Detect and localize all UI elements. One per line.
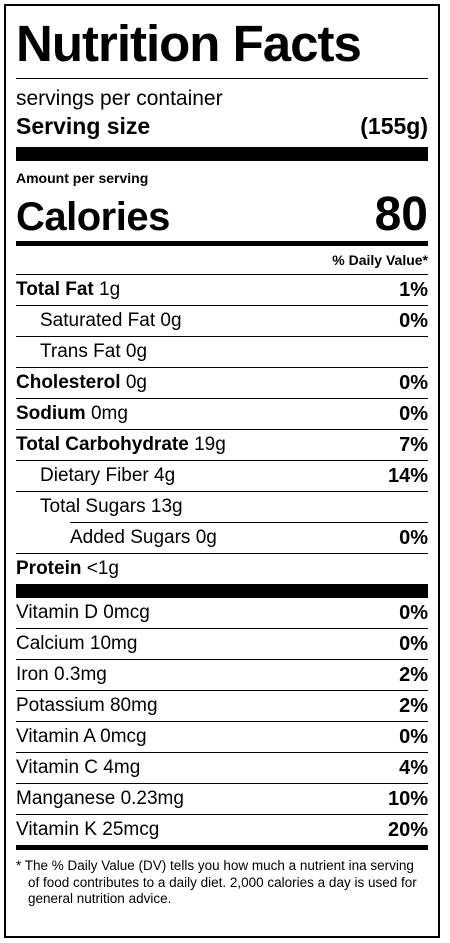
nutrient-dv: 14% bbox=[387, 464, 428, 487]
nutrient-amount: <1g bbox=[86, 558, 119, 579]
nutrient-row-cholesterol: Cholesterol 0g 0% bbox=[16, 367, 428, 398]
nutrient-amount: 19g bbox=[194, 434, 226, 455]
nutrient-amount: 0g bbox=[160, 310, 182, 331]
nutrient-dv: 1% bbox=[399, 278, 428, 301]
nutrient-dv: 7% bbox=[399, 433, 428, 456]
vitamin-dv: 10% bbox=[387, 787, 428, 810]
vitamin-amount: 0.3mg bbox=[54, 664, 107, 685]
vitamin-row-calcium: Calcium 10mg 0% bbox=[16, 628, 428, 659]
serving-size-label: Serving size bbox=[16, 113, 151, 139]
servings-per-container: servings per container bbox=[16, 87, 223, 110]
calories-row: Calories 80 bbox=[16, 187, 428, 241]
vitamin-amount: 0mcg bbox=[103, 602, 150, 623]
nutrient-name: Sodium bbox=[16, 403, 86, 424]
nutrient-row-dietary-fiber: Dietary Fiber 4g 14% bbox=[16, 460, 428, 491]
vitamin-amount: 25mcg bbox=[102, 819, 160, 840]
nutrient-amount: 1g bbox=[99, 279, 121, 300]
vitamin-name: Vitamin C bbox=[16, 757, 99, 778]
nutrient-amount: 4g bbox=[154, 465, 176, 486]
nutrient-amount: 0g bbox=[125, 372, 147, 393]
vitamin-dv: 0% bbox=[399, 632, 428, 655]
vitamin-row-iron: Iron 0.3mg 2% bbox=[16, 659, 428, 690]
vitamin-amount: 0.23mg bbox=[120, 788, 184, 809]
daily-value-header: % Daily Value* bbox=[332, 252, 428, 268]
nutrient-name: Dietary Fiber bbox=[40, 465, 149, 486]
nutrient-name: Total Sugars bbox=[40, 496, 146, 517]
vitamin-dv: 4% bbox=[399, 756, 428, 779]
nutrient-amount: 0g bbox=[195, 527, 217, 548]
nutrient-name: Trans Fat bbox=[40, 341, 121, 362]
nutrient-dv: 0% bbox=[399, 526, 428, 549]
nutrient-row-total-fat: Total Fat 1g 1% bbox=[16, 274, 428, 305]
nutrient-amount: 13g bbox=[150, 496, 183, 517]
nutrient-row-protein: Protein <1g bbox=[16, 553, 428, 584]
vitamin-row-vitamin-k: Vitamin K 25mcg 20% bbox=[16, 814, 428, 845]
vitamin-dv: 20% bbox=[387, 818, 428, 841]
vitamin-row-potassium: Potassium 80mg 2% bbox=[16, 690, 428, 721]
nutrient-row-added-sugars: Added Sugars 0g 0% bbox=[70, 522, 428, 553]
vitamin-amount: 4mg bbox=[103, 757, 141, 778]
thick-divider bbox=[16, 584, 428, 598]
vitamin-row-manganese: Manganese 0.23mg 10% bbox=[16, 783, 428, 814]
vitamin-name: Manganese bbox=[16, 788, 116, 809]
vitamin-name: Potassium bbox=[16, 695, 105, 716]
nutrient-dv: 0% bbox=[399, 402, 428, 425]
divider bbox=[16, 78, 428, 79]
vitamin-row-vitamin-a: Vitamin A 0mcg 0% bbox=[16, 721, 428, 752]
nutrient-row-total-carbohydrate: Total Carbohydrate 19g 7% bbox=[16, 429, 428, 460]
vitamin-amount: 0mcg bbox=[100, 726, 147, 747]
nutrition-facts-label: Nutrition Facts servings per container S… bbox=[4, 4, 440, 938]
nutrient-row-saturated-fat: Saturated Fat 0g 0% bbox=[16, 305, 428, 336]
vitamin-name: Iron bbox=[16, 664, 49, 685]
nutrient-dv: 0% bbox=[399, 309, 428, 332]
nutrient-row-sodium: Sodium 0mg 0% bbox=[16, 398, 428, 429]
vitamin-dv: 0% bbox=[399, 601, 428, 624]
nutrient-name: Total Carbohydrate bbox=[16, 434, 189, 455]
vitamin-name: Vitamin K bbox=[16, 819, 97, 840]
thick-divider bbox=[16, 147, 428, 161]
vitamin-dv: 2% bbox=[399, 694, 428, 717]
medium-divider bbox=[16, 845, 428, 850]
amount-per-serving: Amount per serving bbox=[16, 170, 149, 186]
medium-divider bbox=[16, 241, 428, 246]
serving-size-value: (155g) bbox=[360, 113, 428, 139]
vitamin-dv: 0% bbox=[399, 725, 428, 748]
vitamin-name: Vitamin A bbox=[16, 726, 95, 747]
vitamin-name: Vitamin D bbox=[16, 602, 99, 623]
vitamin-name: Calcium bbox=[16, 633, 85, 654]
nutrient-dv: 0% bbox=[399, 371, 428, 394]
vitamin-amount: 10mg bbox=[89, 633, 138, 654]
serving-size-row: Serving size (155g) bbox=[16, 111, 428, 141]
vitamins-section: Vitamin D 0mcg 0% Calcium 10mg 0% Iron 0… bbox=[16, 598, 428, 845]
vitamin-row-vitamin-c: Vitamin C 4mg 4% bbox=[16, 752, 428, 783]
nutrient-name: Added Sugars bbox=[70, 527, 191, 548]
nutrient-name: Cholesterol bbox=[16, 372, 121, 393]
label-title: Nutrition Facts bbox=[16, 15, 362, 72]
calories-label: Calories bbox=[16, 195, 170, 239]
nutrient-name: Saturated Fat bbox=[40, 310, 156, 331]
nutrient-row-trans-fat: Trans Fat 0g bbox=[16, 336, 428, 367]
nutrient-amount: 0mg bbox=[90, 403, 128, 424]
vitamin-dv: 2% bbox=[399, 663, 428, 686]
calories-value: 80 bbox=[374, 188, 428, 241]
nutrient-amount: 0g bbox=[125, 341, 148, 362]
nutrient-row-total-sugars: Total Sugars 13g bbox=[16, 491, 428, 522]
daily-value-footnote: * The % Daily Value (DV) tells you how m… bbox=[16, 858, 417, 906]
nutrient-name: Total Fat bbox=[16, 279, 94, 300]
vitamin-amount: 80mg bbox=[109, 695, 158, 716]
nutrient-name: Protein bbox=[16, 558, 82, 579]
vitamin-row-vitamin-d: Vitamin D 0mcg 0% bbox=[16, 598, 428, 628]
